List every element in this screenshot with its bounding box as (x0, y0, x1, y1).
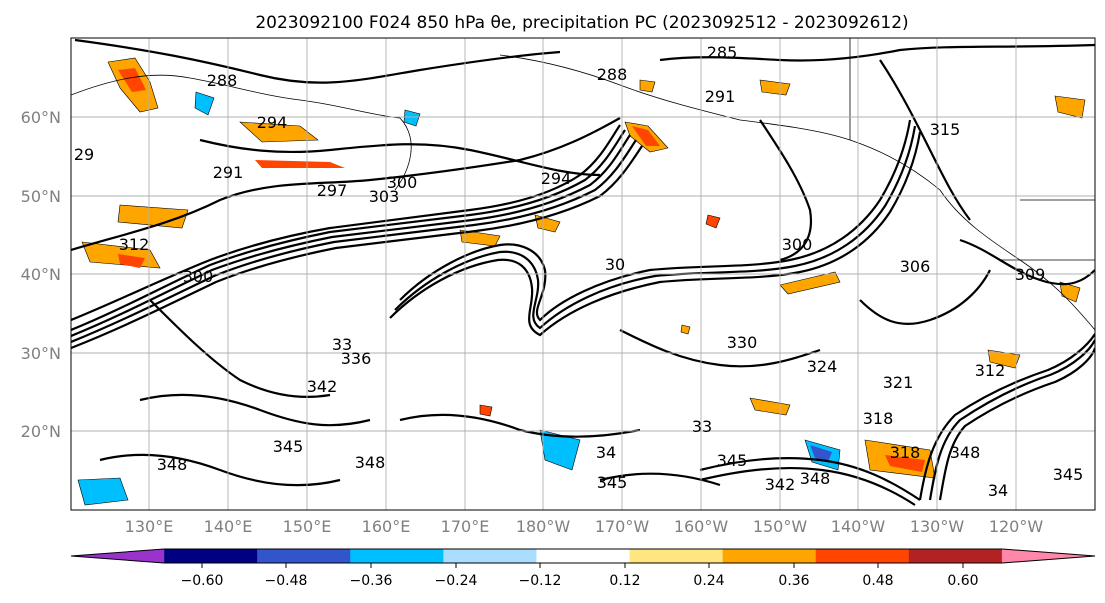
lon-tick-label: 150°W (753, 517, 808, 536)
lon-tick-label: 140°W (831, 517, 886, 536)
colorbar-segment (722, 549, 817, 563)
colorbar-segment (257, 549, 351, 563)
map-border (70, 37, 1096, 511)
colorbar-tick-label: 0.36 (778, 573, 809, 589)
contour-label: 348 (950, 443, 981, 462)
lon-tick-label: 130°W (910, 517, 965, 536)
lon-tick-label: 160°W (674, 517, 729, 536)
contour-label: 324 (807, 357, 838, 376)
colorbar-tick-label: 0.48 (862, 573, 893, 589)
colorbar-segments (70, 548, 1096, 564)
contour-label: 288 (207, 71, 238, 90)
contour-label: 318 (863, 409, 894, 428)
contour-label: 291 (213, 163, 244, 182)
colorbar-tick-label: −0.48 (265, 573, 308, 589)
lat-tick-label: 20°N (21, 422, 61, 441)
figure-title: 2023092100 F024 850 hPa θe, precipitatio… (255, 13, 908, 33)
precipitation-patches (77, 57, 1086, 506)
contour-label: 291 (705, 87, 736, 106)
contour-label: 294 (541, 169, 572, 188)
colorbar-segment (443, 549, 537, 563)
colorbar-tick-label: −0.36 (350, 573, 393, 589)
colorbar-segment (815, 549, 910, 563)
colorbar-segment (629, 549, 724, 563)
colorbar-segment (908, 549, 1003, 563)
contour-label: 318 (890, 443, 921, 462)
contour-label: 300 (782, 235, 813, 254)
colorbar-segment (164, 549, 258, 563)
graticule (71, 38, 1095, 510)
contour-label: 34 (596, 443, 616, 462)
contour-label: 348 (355, 453, 386, 472)
lon-tick-label: 150°E (283, 517, 332, 536)
lon-tick-label: 180°W (516, 517, 571, 536)
colorbar-segment (71, 549, 165, 563)
contour-label: 33 (692, 417, 712, 436)
lon-tick-label: 120°W (989, 517, 1044, 536)
lon-tick-label: 160°E (362, 517, 411, 536)
longitude-labels: 130°E 140°E 150°E 160°E 170°E 180°W 170°… (125, 517, 1044, 536)
contour-label: 300 (183, 267, 214, 286)
contour-label: 342 (307, 377, 338, 396)
contour-label: 345 (717, 451, 748, 470)
contour-label: 297 (317, 181, 348, 200)
lat-tick-label: 60°N (21, 108, 61, 127)
contour-label: 294 (257, 113, 288, 132)
contour-label: 285 (707, 43, 738, 62)
lon-tick-label: 140°E (204, 517, 253, 536)
contour-label: 321 (883, 373, 914, 392)
lat-tick-label: 40°N (21, 265, 61, 284)
contour-label: 312 (975, 361, 1006, 380)
contour-label: 309 (1015, 265, 1046, 284)
colorbar-ticks (201, 563, 964, 568)
colorbar-segment (536, 549, 631, 563)
contour-label: 306 (900, 257, 931, 276)
contour-labels: 285 288 288 291 291 294 294 297 300 303 … (74, 43, 1083, 500)
coastlines (71, 38, 1095, 331)
colorbar-tick-label: 0.24 (693, 573, 724, 589)
latitude-labels: 60°N 50°N 40°N 30°N 20°N (21, 108, 61, 441)
colorbar-tick-label: −0.60 (181, 573, 224, 589)
contour-label: 345 (1053, 465, 1084, 484)
contour-label: 34 (988, 481, 1008, 500)
contour-label: 29 (74, 145, 94, 164)
lat-tick-label: 30°N (21, 344, 61, 363)
colorbar-segment (350, 549, 444, 563)
contour-label: 33 (332, 335, 352, 354)
contour-label: 288 (597, 65, 628, 84)
colorbar-tick-label: −0.24 (435, 573, 478, 589)
contour-label: 348 (157, 455, 188, 474)
colorbar-tick-label: 0.12 (609, 573, 640, 589)
contour-label: 300 (387, 173, 418, 192)
contour-label: 315 (930, 120, 961, 139)
colorbar-tick-label: −0.12 (519, 573, 562, 589)
contour-label: 330 (727, 333, 758, 352)
contour-label: 30 (605, 255, 625, 274)
lon-tick-label: 170°W (595, 517, 650, 536)
contour-label: 345 (273, 437, 304, 456)
contour-label: 336 (341, 349, 372, 368)
colorbar: −0.60 −0.48 −0.36 −0.24 −0.12 0.12 0.24 … (70, 548, 1096, 589)
contour-label: 312 (119, 235, 150, 254)
contour-label: 348 (800, 469, 831, 488)
contour-label: 345 (597, 473, 628, 492)
contour-label: 303 (369, 187, 400, 206)
map-panel: 285 288 288 291 291 294 294 297 300 303 … (70, 37, 1096, 511)
colorbar-segment (1001, 549, 1095, 563)
lon-tick-label: 170°E (441, 517, 490, 536)
lon-tick-label: 130°E (125, 517, 174, 536)
lat-tick-label: 50°N (21, 187, 61, 206)
contour-label: 342 (765, 475, 796, 494)
colorbar-outline (70, 548, 1096, 564)
colorbar-tick-label: 0.60 (947, 573, 978, 589)
